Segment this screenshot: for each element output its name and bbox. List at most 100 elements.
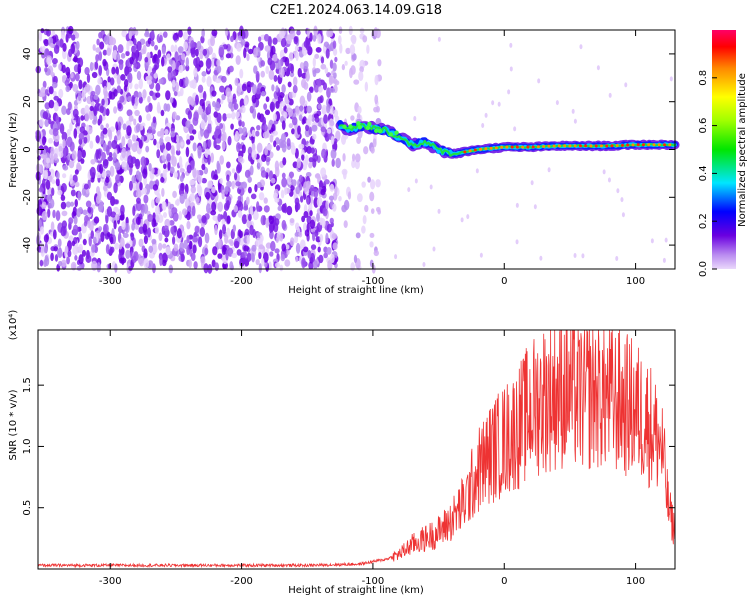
spectrogram-cell	[178, 211, 183, 221]
spectrogram-cell	[332, 242, 338, 251]
spectrogram-cell	[236, 85, 241, 97]
spectrogram-cell	[61, 131, 68, 141]
doppler-trace-peak	[531, 145, 535, 149]
doppler-trace-peak	[463, 150, 467, 154]
spectrogram-cell	[359, 27, 365, 34]
spectrogram-cell	[42, 80, 47, 89]
spectrogram-cell	[219, 86, 226, 93]
spectrogram-cell	[113, 106, 118, 114]
spectrogram-cell	[45, 88, 49, 96]
spectrogram-cell	[155, 212, 160, 224]
spectrogram-cell	[44, 256, 50, 267]
spectrogram-cell	[103, 94, 108, 103]
spectrogram-cell	[288, 51, 294, 62]
spectrogram-cell	[66, 136, 73, 148]
spectrogram-cell	[96, 262, 101, 273]
spectrogram-cell	[161, 46, 166, 55]
spectrogram-cell	[174, 51, 179, 62]
spectrogram-doppler-trace	[335, 120, 680, 159]
spectrogram-cell	[332, 78, 338, 84]
spectrogram-cell	[162, 243, 167, 249]
colorbar: 0.0 0.2 0.4 0.6 0.8 Normalized spectral ampl…	[698, 30, 748, 277]
spectrogram-cell	[166, 153, 171, 162]
spectrogram-cell	[146, 79, 153, 85]
spectrogram-cell	[253, 47, 258, 58]
doppler-trace-peak	[578, 144, 582, 148]
spectrogram-cell	[64, 245, 69, 254]
spectrogram-cell	[258, 192, 265, 201]
spectrogram-cell	[69, 122, 73, 132]
spectrogram-cell	[267, 124, 272, 131]
spectrogram-cell	[233, 103, 239, 110]
spectrogram-cell	[217, 213, 222, 223]
spectrogram-cell	[131, 222, 136, 231]
spectrogram-cell	[303, 81, 309, 90]
spectrogram-cell	[201, 214, 207, 224]
spectrogram-cell	[113, 206, 119, 214]
spectrogram-cell	[314, 173, 321, 179]
spectrogram-cell	[369, 232, 375, 238]
spectrogram-cell	[285, 244, 290, 250]
spectrogram-cell	[142, 89, 147, 99]
spectrogram-cell	[277, 59, 282, 71]
spectrogram-cell	[181, 230, 186, 239]
spectrogram-cell	[314, 53, 320, 59]
spectrogram-cell	[98, 65, 103, 76]
spectrogram-cell	[190, 39, 195, 50]
spectrogram-cell	[334, 56, 338, 63]
spectrogram-cell	[101, 151, 106, 162]
spectrogram-cell	[230, 35, 234, 43]
spectrogram-cell	[269, 251, 274, 257]
doppler-trace-peak	[515, 145, 519, 149]
spectrogram-cell	[198, 236, 203, 248]
spectrogram-cell	[134, 96, 139, 107]
spectrogram-cell	[214, 262, 219, 272]
spectrogram-cell	[306, 197, 310, 205]
spectrogram-cell	[329, 59, 334, 69]
doppler-trace-peak	[641, 143, 645, 147]
spectrogram-cell	[272, 53, 278, 62]
spectrogram-cell	[58, 88, 64, 99]
spectrogram-cell	[325, 48, 330, 59]
spectrogram-cell	[579, 44, 583, 50]
doppler-trace-peak	[615, 144, 619, 148]
spectrogram-cell	[83, 220, 88, 227]
spectrogram-cell	[70, 261, 77, 271]
spectrogram-cell	[369, 191, 375, 202]
spectrogram-cell	[263, 33, 270, 42]
spectrogram-cell	[281, 120, 286, 130]
spectrogram-cell	[131, 175, 137, 184]
spectrogram-cell	[44, 119, 50, 127]
spectrogram-cell	[205, 57, 212, 69]
spectrogram-cell	[319, 217, 323, 226]
spectrogram-cell	[305, 71, 310, 82]
spectrogram-cell	[216, 65, 222, 74]
spectrogram-cell	[160, 128, 164, 139]
y-tick-label: 20	[22, 95, 33, 108]
spectrogram-cell	[171, 79, 176, 88]
spectrogram-cell	[242, 126, 248, 137]
spectrogram-cell	[164, 237, 169, 243]
spectrogram-cell	[262, 123, 268, 132]
spectrogram-cell	[240, 38, 246, 46]
spectrogram-cell	[192, 142, 197, 152]
spectrogram-cell	[141, 187, 147, 195]
spectrogram-cell	[507, 89, 511, 95]
spectrogram-cell	[317, 103, 322, 110]
spectrogram-cell	[131, 134, 136, 142]
spectrogram-cell	[216, 59, 221, 67]
spectrogram-cell	[339, 43, 343, 54]
spectrogram-cell	[73, 128, 78, 139]
spectrogram-cell	[39, 226, 45, 235]
spectrogram-cell	[151, 29, 155, 39]
spectrogram-cell	[71, 150, 77, 161]
spectrogram-cell	[338, 195, 342, 202]
spectrogram-cell	[161, 154, 165, 161]
spectrogram-cell	[247, 213, 252, 222]
spectrogram-cell	[45, 162, 50, 169]
spectrogram-cell	[200, 108, 204, 114]
doppler-trace-peak	[573, 144, 577, 148]
spectrogram-cell	[135, 123, 141, 133]
spectrogram-cell	[102, 79, 108, 89]
spectrogram-cell	[100, 124, 104, 131]
